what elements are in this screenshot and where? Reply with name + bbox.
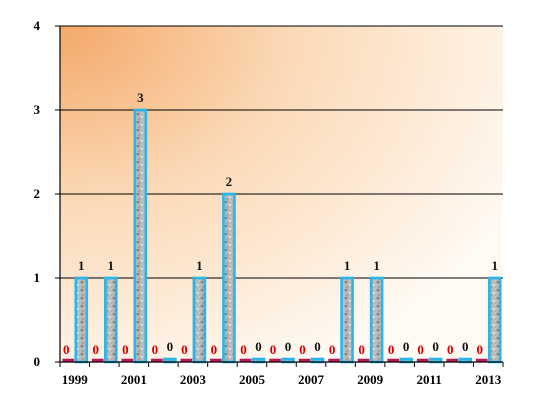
bar <box>192 276 207 364</box>
data-label: 0 <box>285 339 292 354</box>
data-label: 0 <box>388 342 395 357</box>
x-tick-label: 2011 <box>417 372 442 387</box>
bar <box>104 276 118 364</box>
bar <box>487 276 502 364</box>
data-label: 0 <box>432 339 439 354</box>
data-label: 0 <box>63 342 70 357</box>
bar <box>222 192 236 364</box>
data-label: 0 <box>255 339 262 354</box>
axes <box>55 25 504 367</box>
data-label: 0 <box>240 342 247 357</box>
data-label: 0 <box>299 342 306 357</box>
data-label: 0 <box>270 342 277 357</box>
data-label: 1 <box>373 258 380 273</box>
data-label: 1 <box>196 258 203 273</box>
data-label: 0 <box>447 342 454 357</box>
data-label: 0 <box>122 342 129 357</box>
x-tick-label: 2007 <box>298 372 325 387</box>
data-label: 1 <box>491 258 498 273</box>
y-tick-label: 4 <box>34 18 41 33</box>
data-label: 0 <box>476 342 483 357</box>
bar <box>369 276 384 364</box>
x-tick-label: 1999 <box>62 372 89 387</box>
y-tick-label: 1 <box>34 270 41 285</box>
data-label: 0 <box>403 339 410 354</box>
bar <box>74 276 89 364</box>
data-label: 0 <box>417 342 424 357</box>
y-tick-label: 0 <box>34 354 41 369</box>
data-label: 0 <box>167 339 174 354</box>
data-label: 0 <box>462 339 469 354</box>
data-label: 1 <box>108 258 115 273</box>
data-label: 0 <box>181 342 188 357</box>
x-tick-label: 2009 <box>357 372 384 387</box>
data-label: 0 <box>211 342 218 357</box>
x-tick-label: 2013 <box>475 372 502 387</box>
bar <box>340 276 354 364</box>
data-label: 0 <box>358 342 365 357</box>
data-label: 1 <box>344 258 351 273</box>
data-label: 0 <box>314 339 321 354</box>
y-tick-label: 2 <box>34 186 41 201</box>
x-tick-label: 2003 <box>180 372 207 387</box>
y-tick-label: 3 <box>34 102 41 117</box>
data-label: 0 <box>329 342 336 357</box>
data-label: 3 <box>137 90 144 105</box>
data-label: 1 <box>78 258 85 273</box>
x-tick-label: 2005 <box>239 372 266 387</box>
x-tick-label: 2001 <box>121 372 147 387</box>
data-label: 0 <box>152 342 159 357</box>
bar <box>133 108 148 364</box>
data-label: 0 <box>93 342 100 357</box>
data-label: 2 <box>226 174 233 189</box>
